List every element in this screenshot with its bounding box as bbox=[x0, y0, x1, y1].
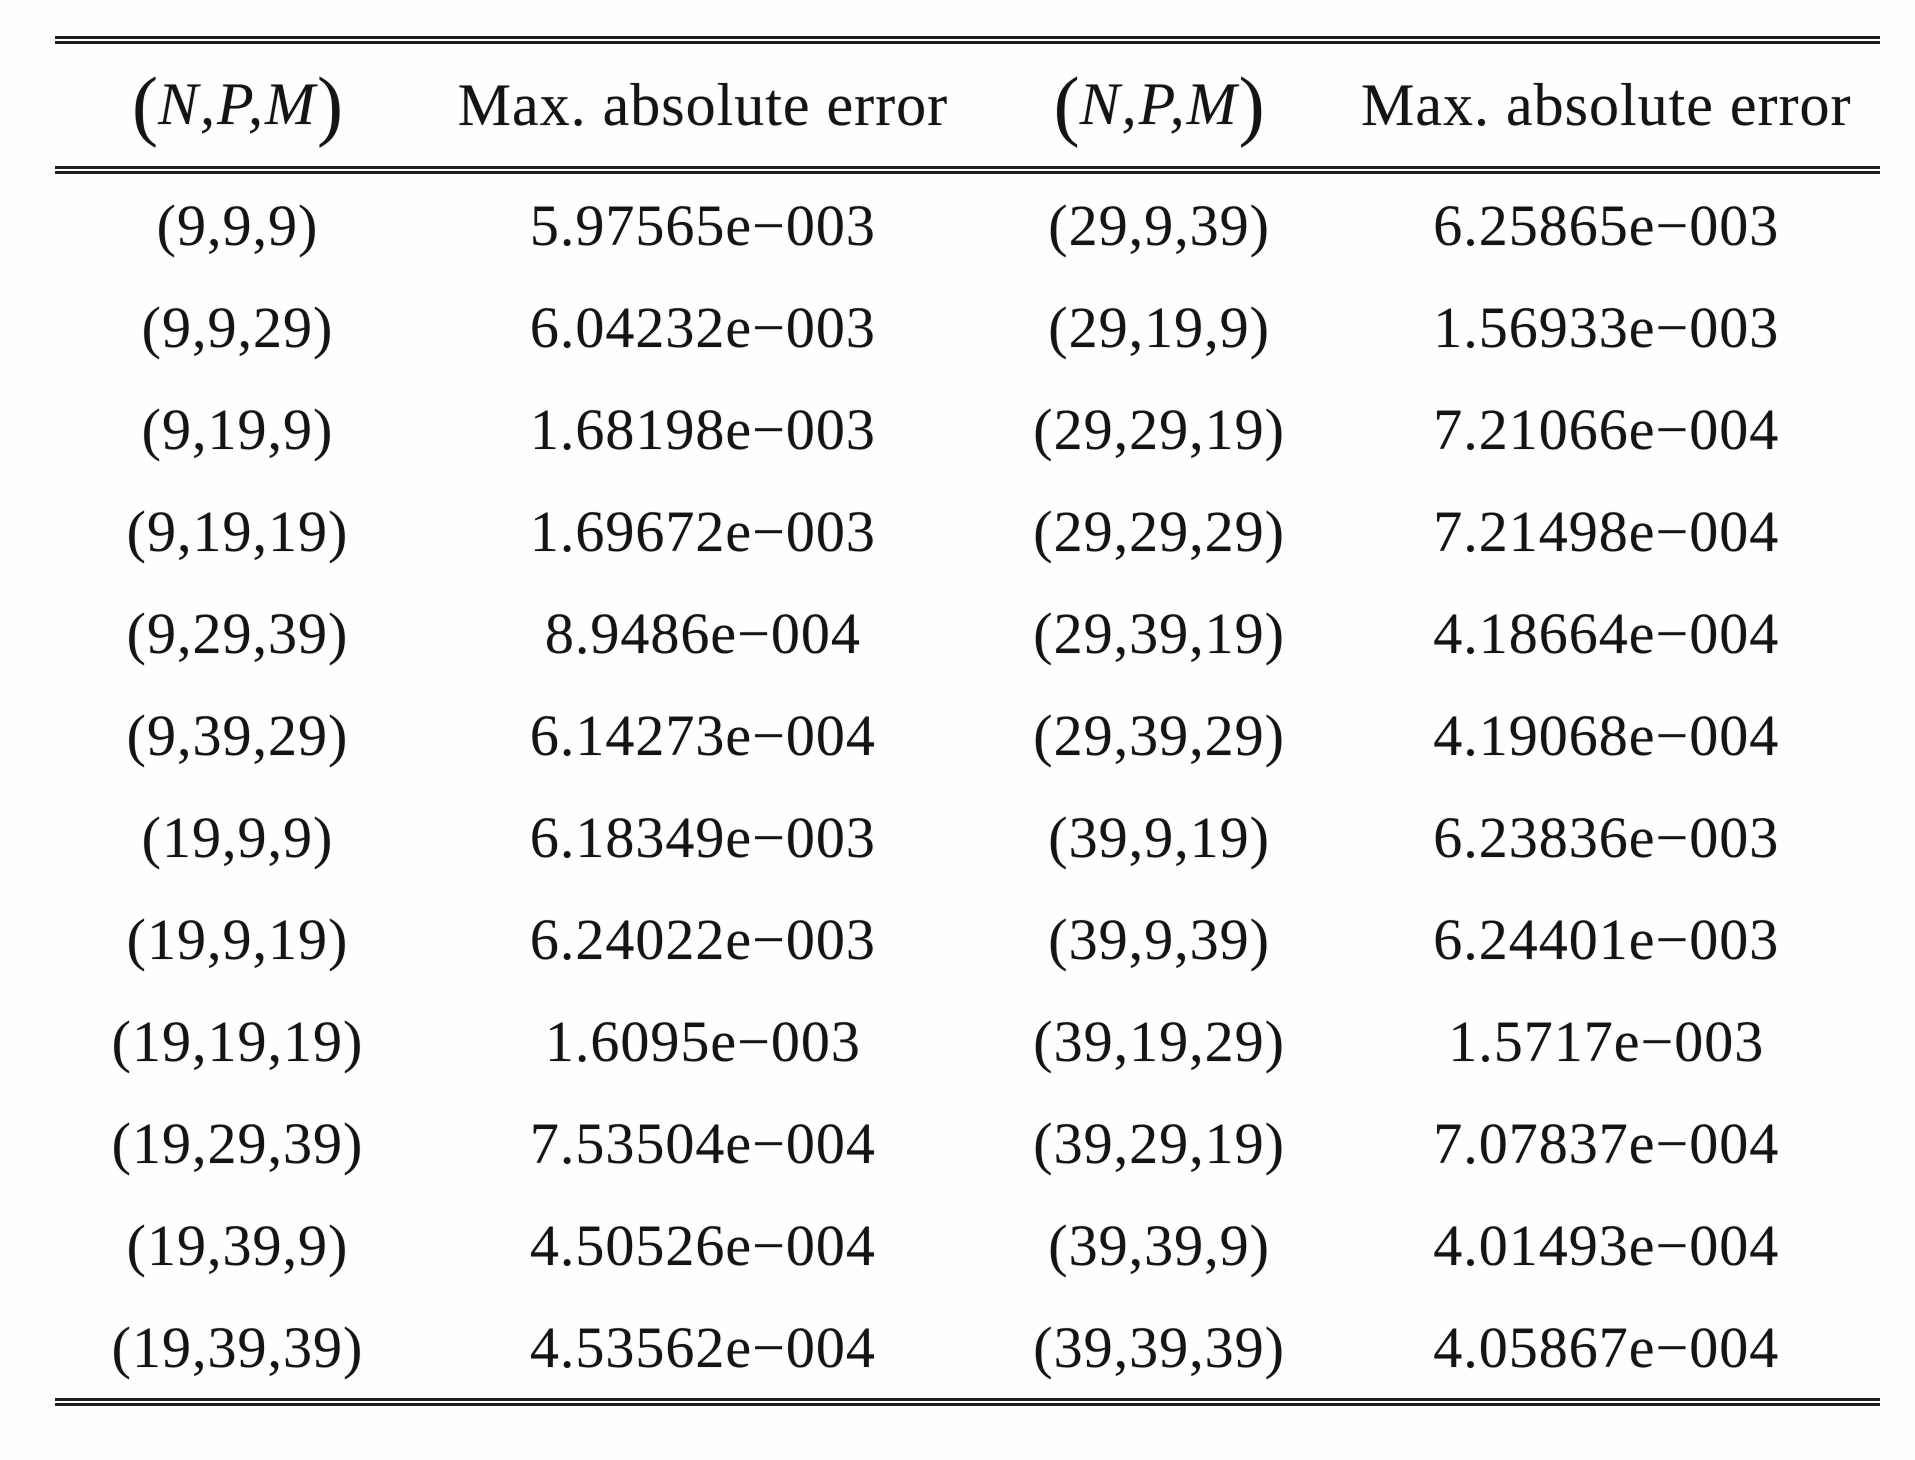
table-row: (9,39,29) 6.14273e−004 (29,39,29) 4.1906… bbox=[55, 684, 1880, 786]
table-header-row: (N,P,M) Max. absolute error (N,P,M) Max.… bbox=[55, 40, 1880, 174]
npm-variables: N,P,M bbox=[1079, 71, 1239, 137]
npm-cell: (9,9,9) bbox=[156, 192, 319, 258]
npm-cell: (9,19,19) bbox=[126, 498, 349, 564]
error-header-right: Max. absolute error bbox=[1332, 40, 1880, 174]
npm-cell: (19,9,19) bbox=[126, 906, 349, 972]
error-cell: 1.6095e−003 bbox=[544, 1008, 861, 1074]
table-row: (19,19,19) 1.6095e−003 (39,19,29) 1.5717… bbox=[55, 990, 1880, 1092]
npm-variables: N,P,M bbox=[158, 71, 317, 137]
error-cell: 6.24401e−003 bbox=[1433, 906, 1780, 972]
npm-open-paren: ( bbox=[132, 61, 159, 148]
table-row: (9,19,19) 1.69672e−003 (29,29,29) 7.2149… bbox=[55, 480, 1880, 582]
error-cell: 4.05867e−004 bbox=[1433, 1314, 1780, 1380]
error-cell: 6.24022e−003 bbox=[529, 906, 876, 972]
npm-cell: (29,29,19) bbox=[1033, 396, 1285, 462]
npm-cell: (39,39,9) bbox=[1048, 1212, 1270, 1278]
npm-header-left: (N,P,M) bbox=[55, 40, 420, 174]
npm-cell: (29,29,29) bbox=[1033, 498, 1285, 564]
error-cell: 5.97565e−003 bbox=[529, 192, 876, 258]
table-row: (19,39,39) 4.53562e−004 (39,39,39) 4.058… bbox=[55, 1296, 1880, 1402]
npm-close-paren: ) bbox=[316, 61, 343, 148]
npm-cell: (39,39,39) bbox=[1033, 1314, 1285, 1380]
error-cell: 6.23836e−003 bbox=[1433, 804, 1780, 870]
npm-cell: (19,29,39) bbox=[111, 1110, 364, 1176]
table-row: (9,29,39) 8.9486e−004 (29,39,19) 4.18664… bbox=[55, 582, 1880, 684]
error-cell: 4.50526e−004 bbox=[529, 1212, 876, 1278]
table-row: (19,39,9) 4.50526e−004 (39,39,9) 4.01493… bbox=[55, 1194, 1880, 1296]
error-cell: 7.07837e−004 bbox=[1433, 1110, 1780, 1176]
npm-cell: (39,9,39) bbox=[1048, 906, 1270, 972]
npm-cell: (19,39,9) bbox=[126, 1212, 349, 1278]
npm-cell: (19,9,9) bbox=[141, 804, 334, 870]
error-cell: 1.5717e−003 bbox=[1448, 1008, 1765, 1074]
npm-cell: (9,19,9) bbox=[141, 396, 334, 462]
npm-cell: (29,9,39) bbox=[1048, 192, 1270, 258]
error-cell: 7.21498e−004 bbox=[1433, 498, 1780, 564]
table-row: (9,9,9) 5.97565e−003 (29,9,39) 6.25865e−… bbox=[55, 170, 1880, 276]
error-cell: 6.18349e−003 bbox=[529, 804, 876, 870]
error-header-left: Max. absolute error bbox=[420, 40, 986, 174]
error-cell: 7.21066e−004 bbox=[1433, 396, 1780, 462]
error-cell: 4.01493e−004 bbox=[1433, 1212, 1780, 1278]
error-cell: 4.18664e−004 bbox=[1433, 600, 1780, 666]
npm-cell: (39,19,29) bbox=[1033, 1008, 1285, 1074]
npm-cell: (29,39,29) bbox=[1033, 702, 1285, 768]
npm-cell: (19,19,19) bbox=[111, 1008, 364, 1074]
table-row: (19,9,19) 6.24022e−003 (39,9,39) 6.24401… bbox=[55, 888, 1880, 990]
npm-cell: (9,9,29) bbox=[141, 294, 334, 360]
table-row: (9,9,29) 6.04232e−003 (29,19,9) 1.56933e… bbox=[55, 276, 1880, 378]
npm-cell: (19,39,39) bbox=[111, 1314, 364, 1380]
table-row: (19,29,39) 7.53504e−004 (39,29,19) 7.078… bbox=[55, 1092, 1880, 1194]
npm-cell: (9,39,29) bbox=[126, 702, 349, 768]
table-row: (9,19,9) 1.68198e−003 (29,29,19) 7.21066… bbox=[55, 378, 1880, 480]
table-row: (19,9,9) 6.18349e−003 (39,9,19) 6.23836e… bbox=[55, 786, 1880, 888]
error-cell: 6.04232e−003 bbox=[529, 294, 876, 360]
npm-close-paren: ) bbox=[1238, 61, 1265, 148]
npm-cell: (29,19,9) bbox=[1048, 294, 1270, 360]
npm-header-right: (N,P,M) bbox=[985, 40, 1333, 174]
npm-cell: (39,29,19) bbox=[1033, 1110, 1285, 1176]
npm-cell: (29,39,19) bbox=[1033, 600, 1285, 666]
error-cell: 1.68198e−003 bbox=[529, 396, 876, 462]
error-cell: 8.9486e−004 bbox=[544, 600, 861, 666]
npm-cell: (9,29,39) bbox=[126, 600, 349, 666]
results-table: (N,P,M) Max. absolute error (N,P,M) Max.… bbox=[55, 36, 1880, 1406]
error-cell: 1.56933e−003 bbox=[1433, 294, 1780, 360]
npm-open-paren: ( bbox=[1053, 61, 1080, 148]
error-cell: 1.69672e−003 bbox=[529, 498, 876, 564]
npm-cell: (39,9,19) bbox=[1048, 804, 1270, 870]
error-cell: 4.19068e−004 bbox=[1433, 702, 1780, 768]
error-cell: 6.25865e−003 bbox=[1433, 192, 1780, 258]
error-cell: 6.14273e−004 bbox=[529, 702, 876, 768]
error-cell: 7.53504e−004 bbox=[529, 1110, 876, 1176]
error-cell: 4.53562e−004 bbox=[529, 1314, 876, 1380]
